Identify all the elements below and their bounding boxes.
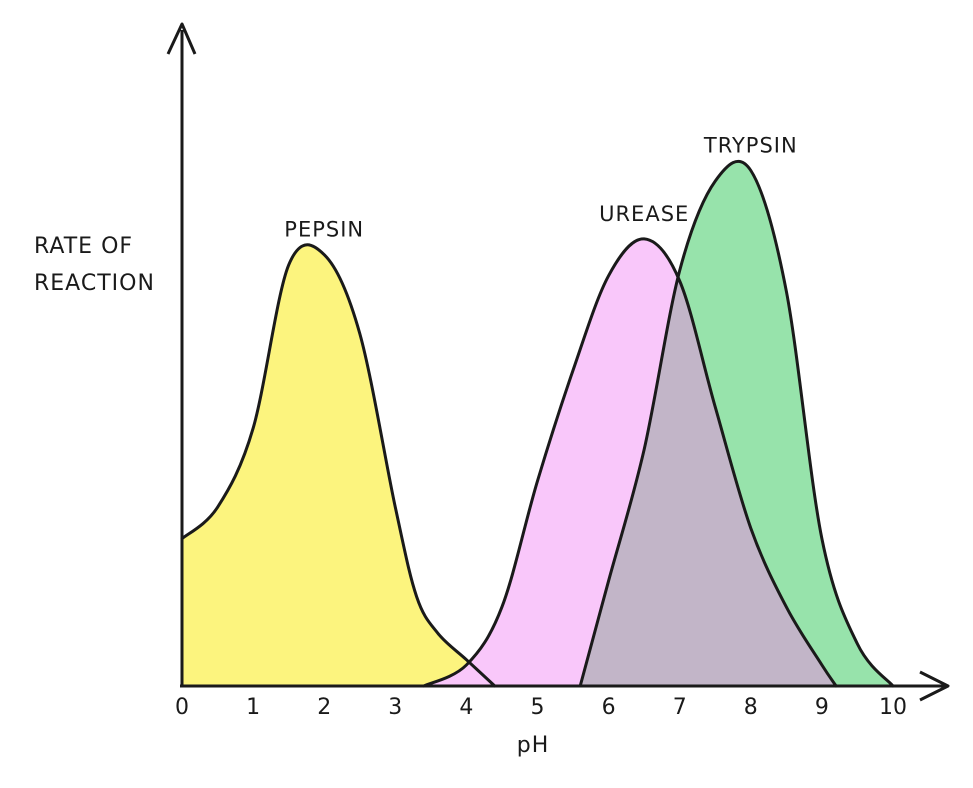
x-tick-label: 5 — [531, 695, 545, 720]
axes — [166, 22, 950, 702]
x-axis-label: pH — [517, 733, 550, 758]
curve-urease — [422, 237, 838, 688]
x-tick-label: 1 — [246, 695, 260, 720]
x-tick-labels: 0 1 2 3 4 5 6 7 8 9 10 — [175, 695, 907, 720]
x-tick-label: 8 — [744, 695, 758, 720]
series-label-trypsin: TRYPSIN — [703, 134, 798, 158]
x-tick-label: 0 — [175, 695, 189, 720]
area-pepsin — [182, 244, 495, 687]
x-tick-label: 7 — [673, 695, 687, 720]
x-tick-label: 3 — [388, 695, 402, 720]
x-tick-label: 6 — [602, 695, 616, 720]
series-areas — [180, 159, 895, 688]
x-tick-label: 9 — [815, 695, 829, 720]
series-labels: PEPSIN UREASE TRYPSIN — [284, 134, 798, 242]
curve-pepsin — [180, 243, 497, 688]
y-axis-label-line1: RATE OF — [34, 234, 133, 259]
series-label-urease: UREASE — [599, 202, 689, 226]
y-axis-label-line2: REACTION — [34, 271, 155, 296]
x-tick-label: 4 — [459, 695, 473, 720]
series-label-pepsin: PEPSIN — [284, 218, 364, 242]
curve-trypsin — [578, 159, 895, 688]
y-axis-arrowhead — [166, 22, 197, 55]
x-tick-label: 10 — [879, 695, 907, 720]
x-axis-arrowhead — [919, 670, 950, 702]
x-tick-label: 2 — [317, 695, 331, 720]
